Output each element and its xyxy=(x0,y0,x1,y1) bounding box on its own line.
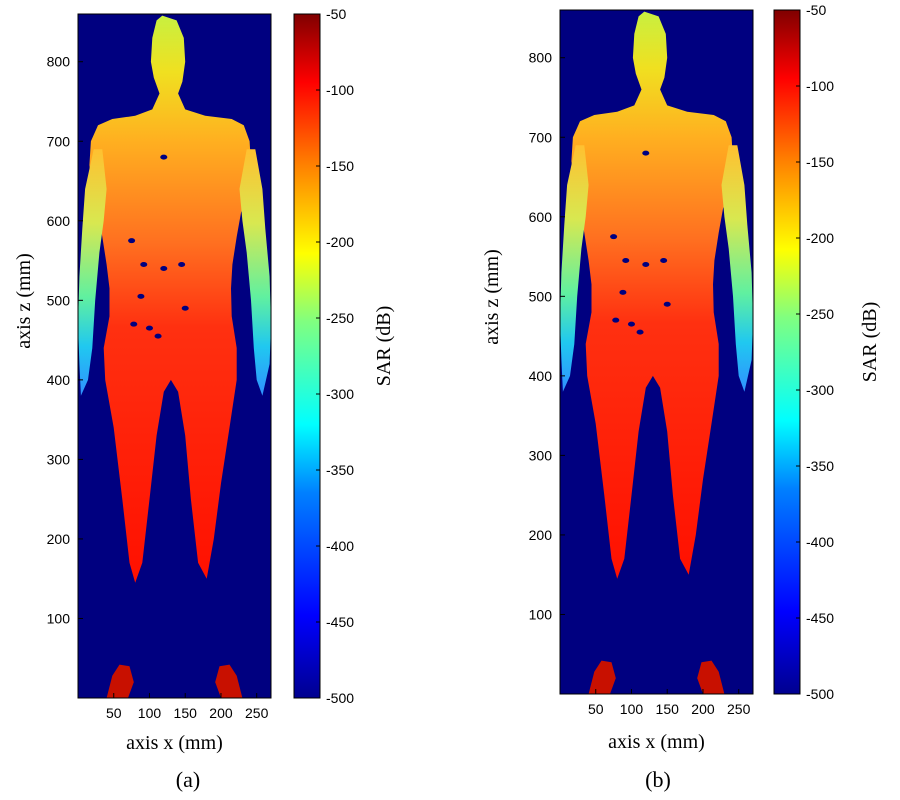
colorbar-tick-label: -250 xyxy=(806,306,834,322)
x-tick-label: 250 xyxy=(727,701,751,717)
colorbar-tick-label: -250 xyxy=(326,310,354,326)
colorbar-tick-label: -450 xyxy=(326,614,354,630)
plot-frame xyxy=(559,9,754,695)
right-arm-region xyxy=(239,149,271,396)
y-tick-label: 300 xyxy=(529,447,553,463)
y-axis-label: axis z (mm) xyxy=(481,249,503,345)
torso-legs-region xyxy=(571,11,733,579)
colorbar-tick-label: -100 xyxy=(326,82,354,98)
right-foot-region xyxy=(697,660,725,694)
colorbar-tick-label: -300 xyxy=(806,382,834,398)
x-axis-label: axis x (mm) xyxy=(126,732,223,754)
y-tick-label: 600 xyxy=(47,213,71,229)
sar-panel-2: 50 100 150 200 250 100 200 300 400 500 600 700 800 ax… xyxy=(481,2,881,792)
low-sar-spot xyxy=(612,317,620,323)
x-tick-label: 150 xyxy=(656,701,680,717)
x-tick-label: 50 xyxy=(588,701,604,717)
colorbar-tick-label: -500 xyxy=(326,690,354,706)
colorbar-tick-label: -100 xyxy=(806,78,834,94)
left-foot-region xyxy=(588,660,616,694)
colorbar xyxy=(293,13,321,699)
low-sar-spot xyxy=(154,333,162,339)
right-foot-region xyxy=(215,664,243,698)
colorbar-tick-label: -200 xyxy=(326,234,354,250)
plot-frame xyxy=(77,13,272,699)
colorbar-label: SAR (dB) xyxy=(859,302,881,383)
low-sar-spot xyxy=(130,321,138,327)
y-tick-label: 200 xyxy=(529,527,553,543)
colorbar-tick-label: -350 xyxy=(806,458,834,474)
right-arm-region xyxy=(721,145,753,392)
y-tick-label: 400 xyxy=(47,372,71,388)
y-tick-label: 800 xyxy=(529,50,553,66)
low-sar-spot xyxy=(660,258,668,264)
y-tick-label: 100 xyxy=(529,606,553,622)
colorbar-tick-label: -50 xyxy=(806,2,826,18)
x-axis-label: axis x (mm) xyxy=(608,731,705,753)
y-tick-label: 100 xyxy=(47,610,71,626)
low-sar-spot xyxy=(137,293,145,299)
low-sar-spot xyxy=(622,258,630,264)
body-silhouette xyxy=(560,11,753,694)
low-sar-spot xyxy=(627,321,635,327)
x-tick-label: 250 xyxy=(245,705,269,721)
colorbar xyxy=(773,9,801,695)
low-sar-spot xyxy=(160,266,168,272)
colorbar-tick-label: -200 xyxy=(806,230,834,246)
low-sar-spot xyxy=(140,262,148,268)
colorbar-tick-label: -150 xyxy=(806,154,834,170)
y-tick-label: 700 xyxy=(529,129,553,145)
x-tick-label: 50 xyxy=(106,705,122,721)
torso-legs-region xyxy=(89,15,252,583)
left-arm-region xyxy=(78,149,107,396)
colorbar-tick-label: -350 xyxy=(326,462,354,478)
y-tick-label: 300 xyxy=(47,451,71,467)
colorbar-tick-label: -300 xyxy=(326,386,354,402)
y-axis-label: axis z (mm) xyxy=(13,253,35,349)
y-tick-label: 200 xyxy=(47,531,71,547)
x-tick-label: 150 xyxy=(174,705,198,721)
left-foot-region xyxy=(106,664,134,698)
y-tick-label: 500 xyxy=(529,288,553,304)
low-sar-spot xyxy=(642,262,650,268)
y-tick-label: 600 xyxy=(529,209,553,225)
low-sar-spot xyxy=(128,238,136,244)
low-sar-spot xyxy=(642,150,650,156)
left-arm-region xyxy=(560,145,589,392)
low-sar-spot xyxy=(145,325,153,331)
colorbar-tick-label: -50 xyxy=(326,6,346,22)
y-tick-label: 400 xyxy=(529,368,553,384)
colorbar-label: SAR (dB) xyxy=(373,306,395,387)
y-tick-label: 500 xyxy=(47,292,71,308)
low-sar-spot xyxy=(619,289,627,295)
x-tick-label: 100 xyxy=(620,701,644,717)
y-tick-label: 800 xyxy=(47,54,71,70)
colorbar-tick-label: -500 xyxy=(806,686,834,702)
colorbar-tick-label: -450 xyxy=(806,610,834,626)
low-sar-spot xyxy=(663,301,671,307)
colorbar-tick-label: -150 xyxy=(326,158,354,174)
x-tick-label: 100 xyxy=(138,705,162,721)
x-tick-label: 200 xyxy=(691,701,715,717)
low-sar-spot xyxy=(160,154,168,160)
y-tick-label: 700 xyxy=(47,133,71,149)
body-silhouette xyxy=(78,15,271,698)
low-sar-spot xyxy=(178,262,186,268)
x-tick-label: 200 xyxy=(209,705,233,721)
low-sar-spot xyxy=(610,234,618,240)
colorbar-tick-label: -400 xyxy=(326,538,354,554)
low-sar-spot xyxy=(636,329,644,335)
sar-panel-1: 50 100 150 200 250 100 200 300 400 500 600 700 800 ax… xyxy=(13,6,395,792)
colorbar-tick-label: -400 xyxy=(806,534,834,550)
panel-label: (b) xyxy=(645,767,671,792)
panel-label: (a) xyxy=(176,767,200,792)
low-sar-spot xyxy=(181,305,189,311)
